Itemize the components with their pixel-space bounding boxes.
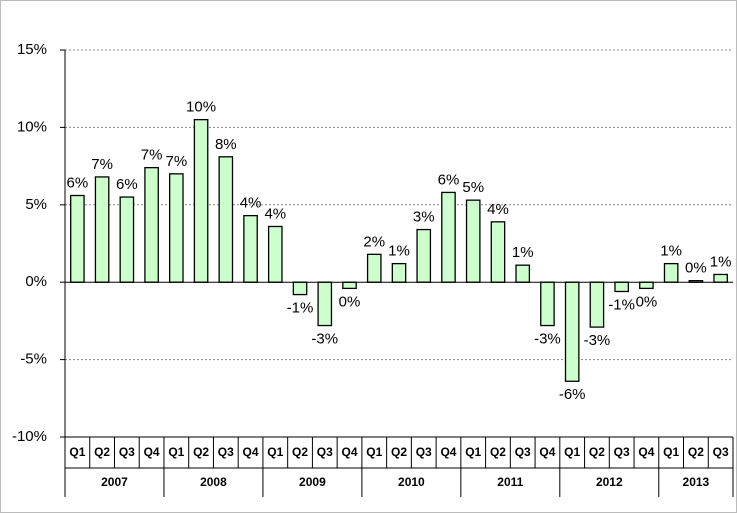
bar: [441, 191, 456, 283]
data-label: 0%: [636, 293, 658, 310]
data-label: 6%: [438, 171, 460, 188]
data-label: -6%: [559, 386, 586, 403]
x-tick-label: Q2: [688, 445, 704, 459]
y-tick-label: -5%: [20, 351, 47, 368]
group-label: 2013: [683, 475, 710, 489]
data-label: 1%: [388, 243, 410, 260]
bar: [342, 281, 357, 290]
data-label: 3%: [413, 209, 435, 226]
x-tick-label: Q4: [243, 445, 259, 459]
x-tick-label: Q3: [416, 445, 432, 459]
bar: [267, 225, 283, 283]
x-tick-label: Q4: [539, 445, 555, 459]
group-label: 2007: [101, 475, 128, 489]
bar: [292, 281, 308, 296]
data-label: 10%: [186, 99, 216, 116]
data-label: 1%: [660, 243, 682, 260]
x-tick-label: Q2: [292, 445, 308, 459]
x-tick-label: Q1: [69, 445, 85, 459]
x-tick-label: Q3: [119, 445, 135, 459]
bar: [490, 221, 506, 283]
data-label: -1%: [287, 300, 314, 317]
data-label: 6%: [67, 174, 89, 191]
x-tick-label: Q2: [490, 445, 506, 459]
bar: [94, 176, 110, 283]
bar: [540, 281, 555, 327]
bar: [589, 281, 605, 328]
data-label: 7%: [91, 156, 113, 173]
data-label: 2%: [363, 233, 385, 250]
bar: [515, 264, 531, 283]
bar: [366, 253, 382, 283]
x-tick-label: Q2: [391, 445, 407, 459]
x-tick-label: Q4: [144, 445, 160, 459]
bar: [119, 196, 135, 283]
bar: [639, 281, 654, 290]
data-label: 7%: [141, 147, 163, 164]
bar: [564, 281, 580, 382]
y-tick-label: 15%: [17, 41, 47, 58]
bar: [169, 173, 184, 283]
x-tick-label: Q1: [168, 445, 184, 459]
x-tick-label: Q1: [465, 445, 481, 459]
bar: [391, 262, 407, 283]
data-label: 0%: [339, 293, 361, 310]
x-tick-label: Q3: [218, 445, 234, 459]
bar: [416, 228, 432, 283]
x-tick-label: Q3: [713, 445, 729, 459]
group-label: 2012: [596, 475, 623, 489]
x-tick-label: Q2: [193, 445, 209, 459]
x-tick-label: Q4: [638, 445, 654, 459]
bar: [243, 214, 258, 283]
bar: [218, 156, 234, 283]
y-tick-label: 0%: [25, 273, 47, 290]
x-tick-label: Q3: [515, 445, 531, 459]
y-tick-label: 5%: [25, 196, 47, 213]
data-label: 4%: [240, 195, 262, 212]
x-tick-label: Q3: [614, 445, 630, 459]
data-label: 6%: [116, 176, 138, 193]
x-tick-label: Q3: [317, 445, 333, 459]
data-label: -1%: [608, 296, 635, 313]
bar: [193, 119, 209, 283]
x-tick-label: Q2: [94, 445, 110, 459]
group-label: 2009: [299, 475, 326, 489]
data-label: 7%: [165, 153, 187, 170]
data-label: 1%: [512, 244, 534, 261]
x-tick-label: Q1: [267, 445, 283, 459]
x-tick-label: Q1: [663, 445, 679, 459]
group-label: 2008: [200, 475, 227, 489]
group-label: 2011: [497, 475, 523, 489]
x-tick-label: Q4: [342, 445, 358, 459]
bar: [70, 194, 85, 283]
y-tick-label: 10%: [17, 118, 47, 135]
data-label: -3%: [311, 331, 338, 348]
data-label: 8%: [215, 136, 237, 153]
x-tick-label: Q1: [366, 445, 382, 459]
data-label: 0%: [685, 260, 707, 277]
data-label: 5%: [462, 179, 484, 196]
data-label: -3%: [534, 331, 561, 348]
x-tick-label: Q4: [440, 445, 456, 459]
data-label: 4%: [264, 205, 286, 222]
bar: [144, 166, 159, 283]
bar: [614, 281, 629, 293]
data-label: -3%: [584, 332, 611, 349]
x-tick-label: Q1: [564, 445, 580, 459]
group-label: 2010: [398, 475, 425, 489]
x-tick-label: Q2: [589, 445, 605, 459]
bar: [663, 262, 679, 283]
bar: [317, 281, 333, 327]
bar: [465, 199, 481, 283]
data-label: 4%: [487, 201, 509, 218]
data-label: 1%: [710, 253, 732, 270]
y-tick-label: -10%: [12, 428, 47, 445]
bar: [713, 273, 728, 283]
